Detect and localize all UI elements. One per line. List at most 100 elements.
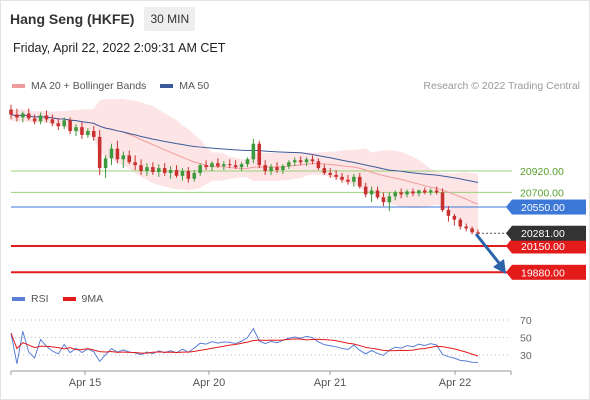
- chart-datetime: Friday, April 22, 2022 2:09:31 AM CET: [13, 41, 226, 55]
- candle-body: [352, 176, 356, 182]
- candle-body: [417, 190, 421, 194]
- candle-body: [334, 174, 338, 177]
- candle-body: [322, 168, 327, 173]
- candle-body: [68, 120, 72, 132]
- level-tag-20550.00: [512, 199, 586, 215]
- candle-body: [257, 143, 262, 166]
- candle-body: [476, 232, 480, 234]
- candle-body: [32, 118, 37, 122]
- price-legend: MA 20 + Bollinger Bands MA 50: [12, 80, 223, 92]
- candle-body: [375, 190, 380, 198]
- x-tick-label-Apr 22: Apr 22: [439, 377, 471, 389]
- rsi-ma-line: [10, 332, 479, 357]
- candle-body: [198, 165, 202, 173]
- level-tag-19880.00: [512, 264, 586, 280]
- candle-body: [275, 167, 279, 171]
- candle-body: [292, 160, 297, 163]
- rsi-axis-label-50: 50: [520, 333, 532, 345]
- candle-body: [446, 209, 451, 216]
- current-price-label: 20281.00: [521, 228, 565, 240]
- legend-ma50-label: MA 50: [179, 80, 210, 92]
- level-tag-pointer-20550.00: [506, 199, 512, 215]
- candle-body: [210, 163, 214, 168]
- candle-body: [399, 192, 403, 195]
- candle-body: [115, 148, 120, 160]
- legend-ma20: MA 20 + Bollinger Bands: [12, 80, 146, 92]
- candle-body: [157, 168, 161, 172]
- level-tag-20150.00: [512, 238, 586, 254]
- level-tag-pointer-19880.00: [506, 264, 512, 280]
- candle-body: [180, 171, 185, 176]
- candle-body: [9, 109, 13, 115]
- forecast-arrow-head: [493, 259, 506, 274]
- candle-body: [56, 123, 61, 127]
- timeframe-button[interactable]: 30 MIN: [144, 7, 196, 31]
- candle-body: [97, 136, 102, 169]
- candle-body: [44, 115, 49, 120]
- candle-body: [168, 170, 173, 173]
- level-label-19880.00: 19880.00: [521, 267, 565, 279]
- candle-body: [162, 168, 167, 173]
- level-label-20150.00: 20150.00: [521, 241, 565, 253]
- legend-ma9-label: 9MA: [81, 293, 104, 305]
- candle-body: [245, 159, 250, 165]
- level-label-20700.00: 20700.00: [520, 187, 564, 199]
- candle-body: [328, 172, 332, 175]
- candle-body: [151, 167, 155, 172]
- legend-ma50: MA 50: [160, 80, 209, 92]
- legend-rsi: RSI: [12, 293, 49, 305]
- candle-body: [15, 114, 19, 118]
- candle-body: [470, 228, 474, 233]
- level-label-20550.00: 20550.00: [521, 202, 565, 214]
- candle-body: [269, 167, 273, 171]
- rsi-swatch-icon: [12, 297, 25, 301]
- candle-body: [440, 192, 445, 210]
- current-price-tag: [512, 225, 586, 241]
- candle-body: [263, 165, 267, 171]
- candle-body: [298, 160, 303, 163]
- candle-body: [233, 165, 238, 168]
- copyright-text: Research © 2022 Trading Central: [423, 80, 580, 92]
- candle-body: [50, 119, 55, 124]
- x-tick-label-Apr 21: Apr 21: [314, 377, 346, 389]
- candle-body: [405, 191, 409, 195]
- candle-body: [428, 190, 433, 193]
- x-tick-label-Apr 20: Apr 20: [193, 377, 225, 389]
- candle-body: [393, 192, 398, 197]
- candle-body: [204, 165, 208, 168]
- candle-body: [310, 159, 315, 162]
- candle-body: [216, 163, 220, 167]
- candle-body: [340, 176, 344, 180]
- x-tick-label-Apr 15: Apr 15: [69, 377, 101, 389]
- ma50-swatch-icon: [160, 84, 174, 88]
- candle-body: [80, 127, 84, 135]
- rsi-line: [10, 327, 479, 364]
- candle-body: [62, 120, 66, 127]
- candle-body: [192, 172, 197, 179]
- forecast-arrow-shaft: [474, 233, 501, 264]
- candle-body: [281, 166, 285, 171]
- candle-body: [86, 131, 90, 135]
- legend-rsi-label: RSI: [31, 293, 49, 305]
- candle-body: [109, 148, 114, 159]
- candle-body: [251, 143, 256, 160]
- ma9-swatch-icon: [62, 297, 76, 301]
- ma50-line: [10, 114, 479, 183]
- candle-body: [139, 165, 143, 171]
- candle-body: [411, 191, 415, 194]
- candle-body: [74, 127, 78, 132]
- candle-body: [287, 162, 291, 167]
- bollinger-band: [11, 98, 478, 235]
- level-tag-pointer-20150.00: [506, 238, 512, 254]
- candle-body: [239, 164, 244, 168]
- legend-ma9: 9MA: [62, 293, 104, 305]
- candle-body: [369, 190, 374, 195]
- candle-body: [381, 197, 386, 203]
- rsi-axis-label-70: 70: [520, 315, 532, 327]
- candle-body: [346, 179, 350, 182]
- candle-body: [434, 190, 439, 193]
- candle-body: [222, 164, 226, 167]
- candle-body: [145, 167, 149, 171]
- level-label-20920.00: 20920.00: [520, 166, 564, 178]
